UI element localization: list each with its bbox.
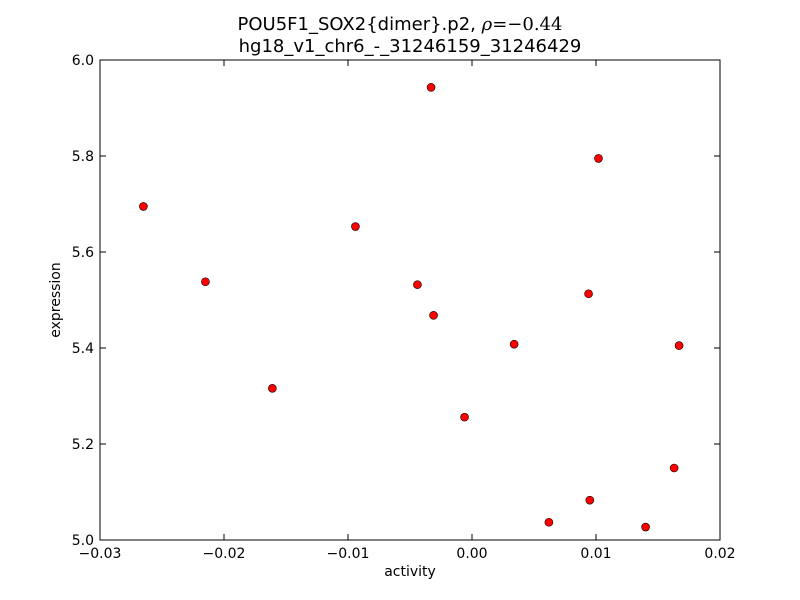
- data-point: [584, 289, 593, 299]
- chart-title-rho-symbol: ρ: [481, 14, 493, 35]
- data-point: [544, 517, 554, 527]
- data-point: [460, 412, 469, 422]
- data-point: [669, 463, 679, 473]
- data-point: [351, 222, 360, 231]
- data-point: [268, 384, 277, 393]
- y-tick-label: 5.0: [72, 533, 94, 549]
- y-tick-label: 6.0: [72, 53, 94, 69]
- axis-ticks: −0.03 −0.02 −0.01 0.00 0.01 0.02 5.0 5.2 5.4 5.6 5…: [72, 53, 736, 562]
- data-point: [674, 341, 684, 350]
- plot-frame: [99, 59, 721, 541]
- x-tick-label: −0.02: [203, 546, 246, 562]
- chart-title-name: POU5F1_SOX2{dimer}.p2,: [238, 14, 482, 35]
- data-point: [426, 83, 436, 92]
- chart-title-line2: hg18_v1_chr6_-_31246159_31246429: [239, 36, 582, 57]
- y-tick-label: 5.8: [72, 149, 94, 165]
- y-tick-label: 5.2: [72, 437, 94, 453]
- data-point: [413, 280, 422, 289]
- data-point: [201, 277, 210, 287]
- data-point: [641, 522, 650, 532]
- x-tick-label: −0.03: [79, 546, 122, 562]
- x-tick-label: −0.01: [327, 546, 370, 562]
- x-tick-label: 0.00: [456, 546, 487, 562]
- x-axis-label: activity: [384, 564, 436, 580]
- data-point: [429, 311, 438, 320]
- x-tick-label: 0.02: [704, 546, 735, 562]
- data-point: [585, 495, 595, 505]
- x-tick-label: 0.01: [580, 546, 611, 562]
- y-tick-label: 5.4: [72, 341, 94, 357]
- data-point: [139, 202, 148, 211]
- y-tick-label: 5.6: [72, 245, 94, 261]
- data-point: [509, 339, 519, 349]
- chart-title-rho-value: =−0.44: [492, 14, 562, 35]
- y-axis-label: expression: [48, 262, 64, 338]
- data-points: [139, 83, 684, 532]
- chart-title-line1: POU5F1_SOX2{dimer}.p2, ρ=−0.44: [238, 14, 563, 35]
- data-point: [594, 154, 603, 163]
